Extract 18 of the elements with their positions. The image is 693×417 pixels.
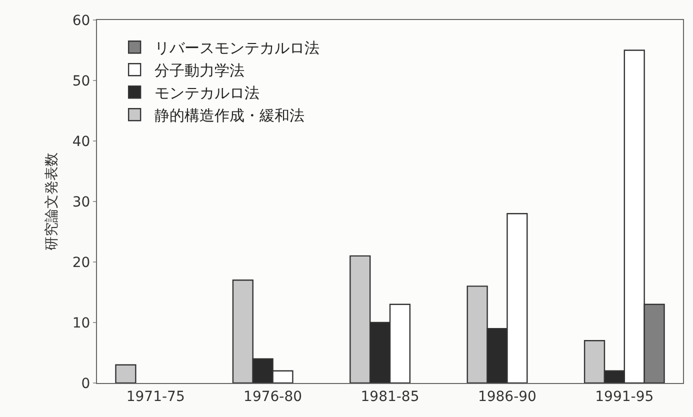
y-tick-label: 40: [72, 134, 90, 150]
y-tick-label: 30: [72, 194, 90, 210]
x-tick-label: 1986-90: [478, 388, 536, 405]
y-tick-label: 0: [81, 376, 90, 392]
bar: [115, 364, 136, 383]
legend-label: リバースモンテカルロ法: [154, 38, 320, 57]
y-tick-label: 20: [72, 254, 90, 271]
x-tick-label: 1991-95: [595, 388, 654, 405]
y-axis-title: 研究論文発表数: [44, 152, 60, 250]
legend-label: モンテカルロ法: [154, 84, 260, 102]
legend-label: 静的構造作成・緩和法: [154, 106, 305, 124]
y-tick-label: 50: [72, 73, 90, 90]
x-tick-label: 1971-75: [126, 388, 185, 405]
y-tick-label: 10: [72, 315, 90, 332]
x-tick-label: 1976-80: [244, 388, 302, 405]
x-tick-label: 1981-85: [360, 388, 420, 405]
y-tick-label: 60: [72, 12, 90, 29]
legend-label: 分子動力学法: [154, 61, 245, 80]
